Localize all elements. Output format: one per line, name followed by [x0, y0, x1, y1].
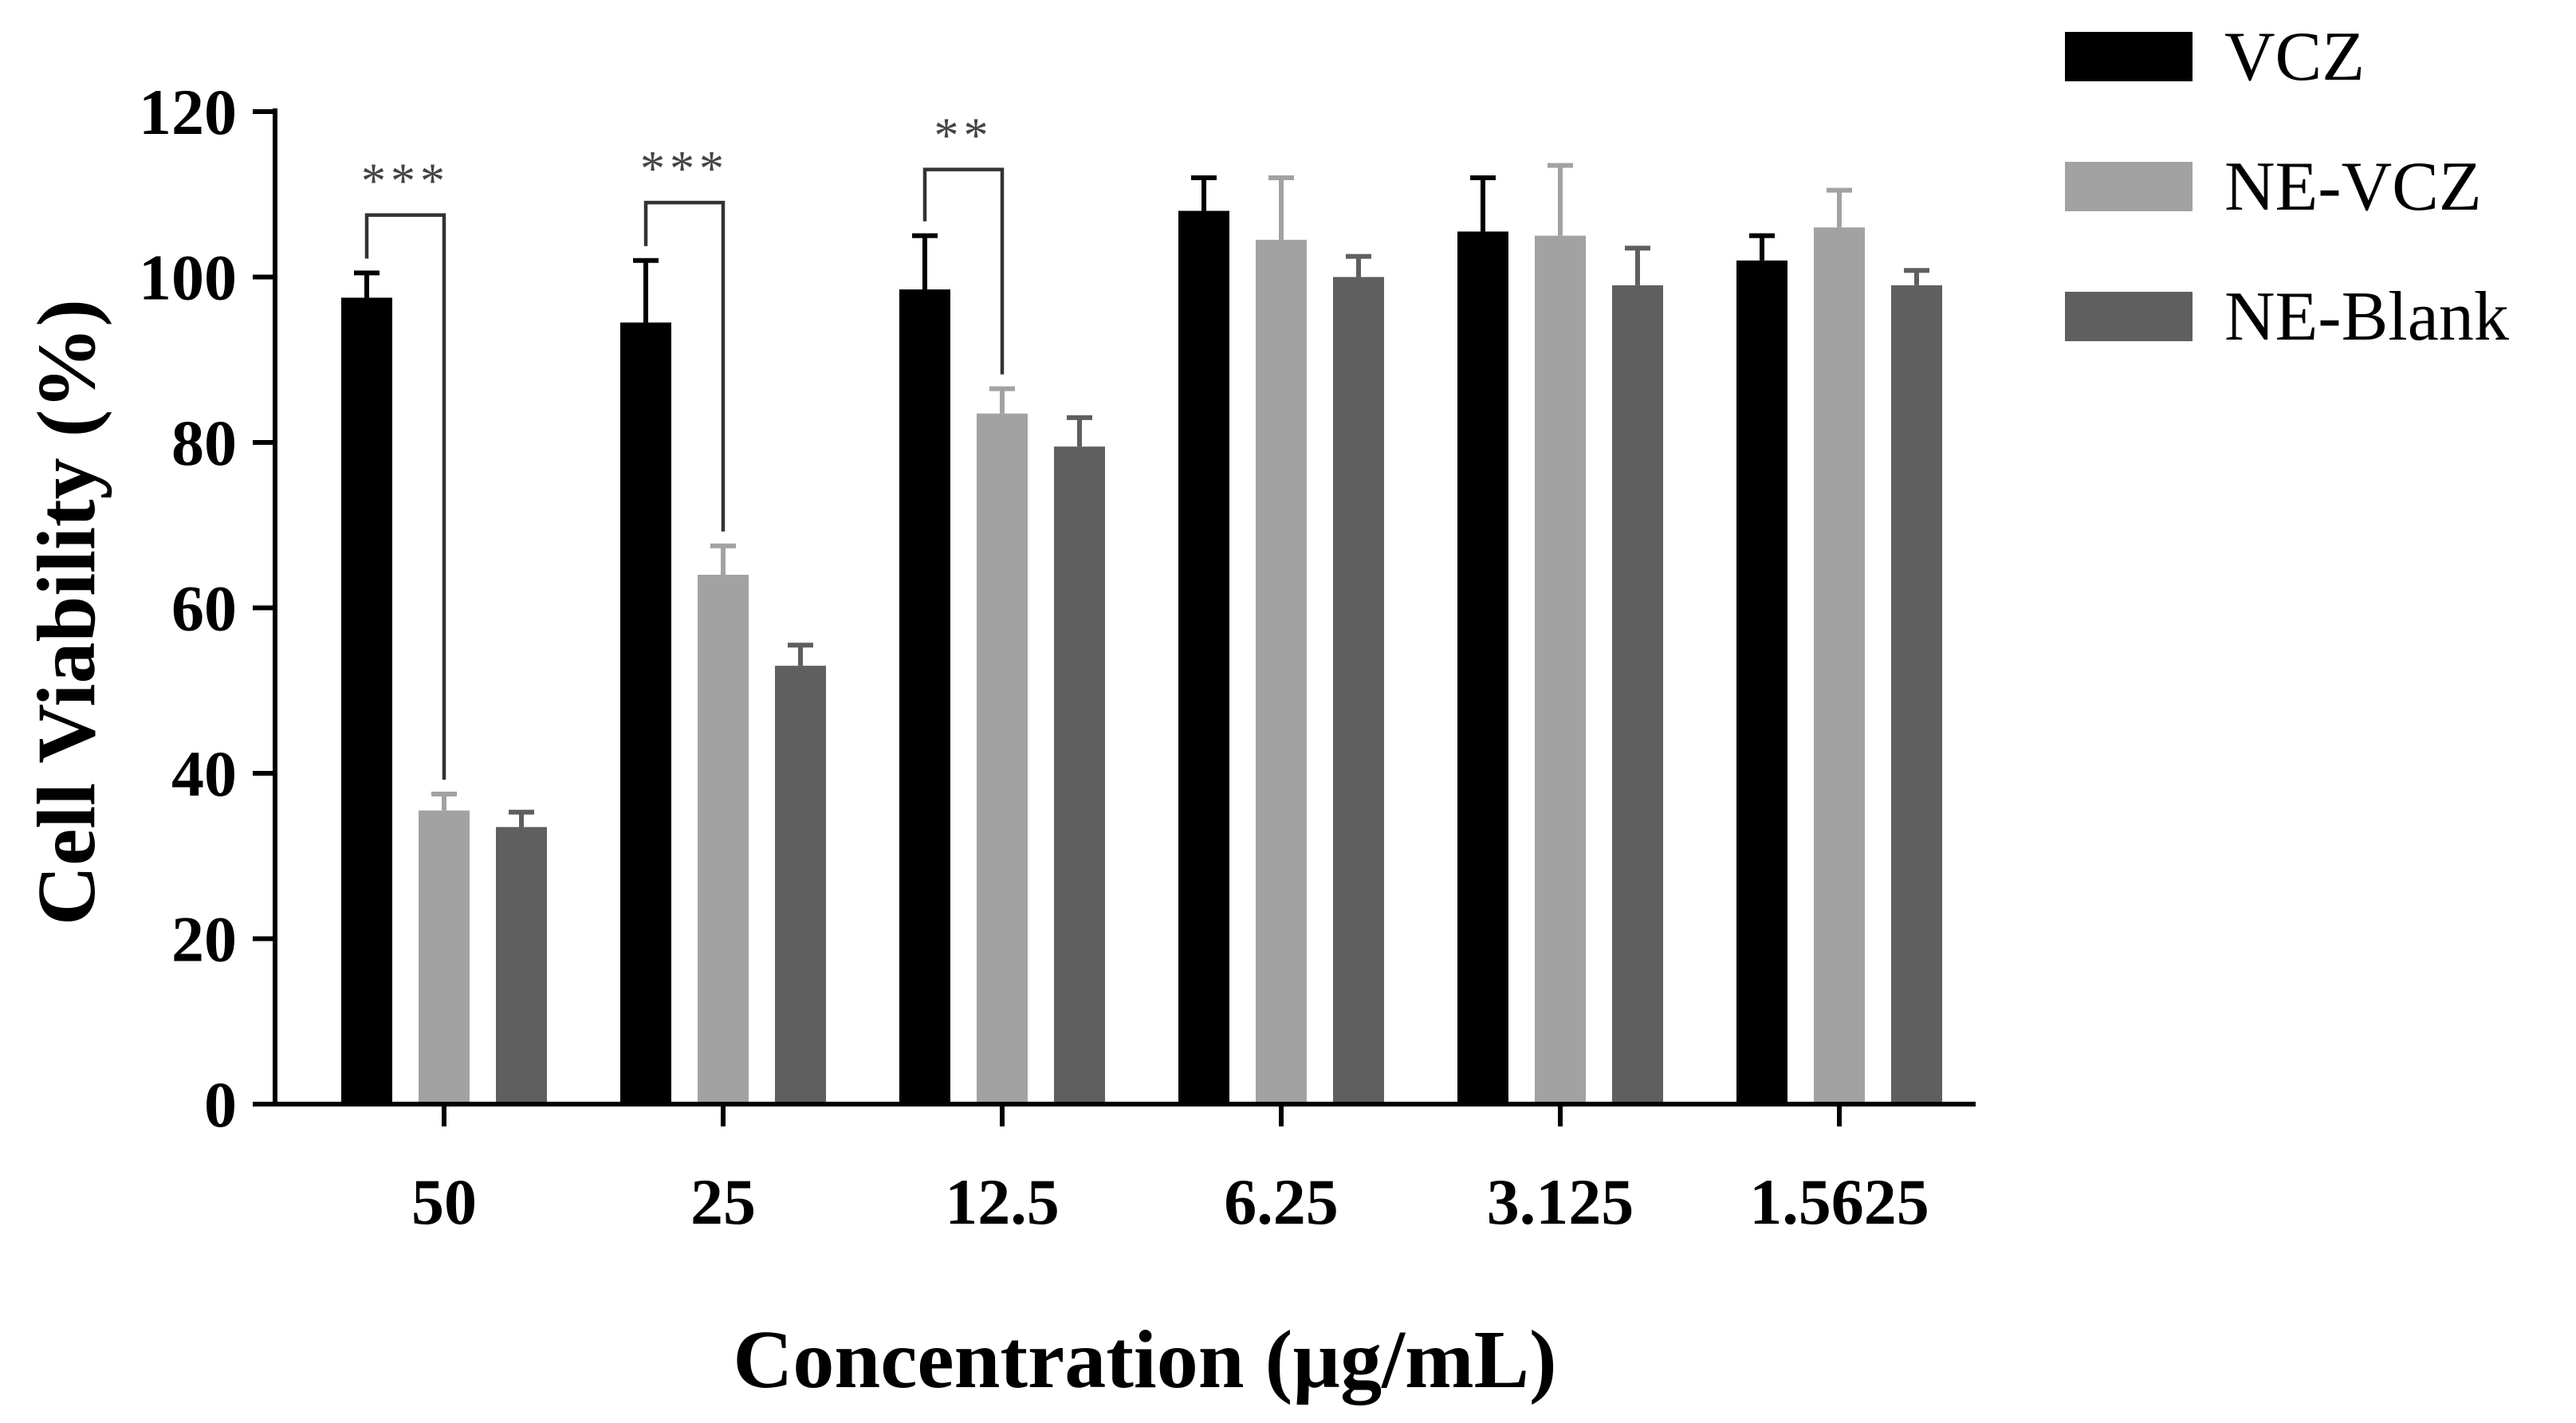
x-tick-label-5: 1.5625 — [1749, 1166, 1929, 1238]
x-tick-label-0: 50 — [411, 1166, 477, 1238]
legend: VCZ NE-VCZ NE-Blank — [2065, 18, 2509, 356]
bar-ne-vcz-3 — [1256, 239, 1307, 1104]
bar-vcz-0 — [341, 297, 392, 1104]
bar-ne-blank-0 — [496, 827, 547, 1104]
x-tick-label-2: 12.5 — [945, 1166, 1060, 1238]
y-tick-label-100: 100 — [139, 242, 237, 314]
significance-label-0: *** — [361, 155, 450, 209]
bar-vcz-3 — [1178, 210, 1229, 1104]
bar-ne-vcz-0 — [419, 810, 470, 1104]
bar-vcz-1 — [620, 322, 671, 1104]
x-axis-title: Concentration (µg/mL) — [733, 1314, 1556, 1405]
bar-vcz-5 — [1736, 260, 1787, 1104]
y-tick-label-60: 60 — [171, 572, 237, 645]
y-tick-label-120: 120 — [139, 76, 237, 148]
bar-ne-blank-2 — [1054, 446, 1105, 1104]
bar-ne-vcz-2 — [977, 413, 1028, 1104]
significance-label-2: ** — [934, 109, 993, 163]
bar-vcz-2 — [899, 289, 950, 1104]
significance-bracket-0 — [364, 213, 446, 780]
significance-bracket-1 — [643, 200, 726, 532]
y-tick-label-80: 80 — [171, 407, 237, 479]
significance-layer: *** ***** — [361, 109, 1005, 780]
x-tick-label-3: 6.25 — [1224, 1166, 1339, 1238]
legend-label-vcz: VCZ — [2224, 18, 2365, 96]
axes-layer: 0 20 40 60 80 100 120 50 25 12.5 6.25 3.125 1.5625 — [139, 76, 1976, 1238]
bar-ne-vcz-1 — [698, 575, 749, 1104]
bar-vcz-4 — [1457, 231, 1508, 1104]
bars-layer — [341, 210, 1942, 1104]
y-axis-title: Cell Viability (%) — [21, 299, 112, 926]
y-tick-label-40: 40 — [171, 737, 237, 810]
legend-label-ne-vcz: NE-VCZ — [2224, 148, 2482, 226]
legend-swatch-vcz — [2065, 32, 2193, 81]
bar-ne-vcz-4 — [1535, 235, 1586, 1104]
legend-swatch-ne-blank — [2065, 292, 2193, 341]
error-bars-layer — [354, 163, 1929, 827]
bar-ne-blank-4 — [1612, 285, 1663, 1104]
bar-ne-vcz-5 — [1814, 227, 1865, 1104]
bar-ne-blank-1 — [775, 666, 826, 1104]
legend-swatch-ne-vcz — [2065, 162, 2193, 211]
y-tick-label-20: 20 — [171, 903, 237, 976]
x-tick-label-1: 25 — [690, 1166, 756, 1238]
bar-ne-blank-5 — [1891, 285, 1942, 1104]
bar-ne-blank-3 — [1333, 277, 1384, 1104]
y-tick-label-0: 0 — [204, 1068, 237, 1141]
legend-label-ne-blank: NE-Blank — [2224, 278, 2509, 356]
significance-bracket-2 — [922, 167, 1005, 375]
significance-label-1: *** — [640, 142, 729, 196]
x-tick-label-4: 3.125 — [1487, 1166, 1634, 1238]
